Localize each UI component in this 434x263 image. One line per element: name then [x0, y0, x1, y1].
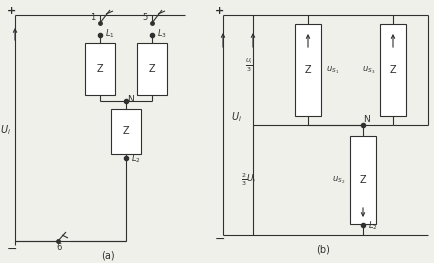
Text: $u_{S_2}$: $u_{S_2}$ [332, 174, 345, 186]
Text: $U_i$: $U_i$ [0, 123, 10, 137]
Bar [137, 43, 167, 95]
Text: Z: Z [305, 65, 311, 75]
Text: Z: Z [360, 175, 366, 185]
Text: Z: Z [123, 127, 129, 136]
Text: 6: 6 [56, 242, 62, 251]
Text: −: − [215, 232, 225, 245]
Text: Z: Z [149, 64, 155, 74]
Text: 5: 5 [142, 13, 148, 23]
Text: $L_3$: $L_3$ [157, 28, 167, 40]
Text: (a): (a) [101, 250, 115, 260]
Text: N: N [364, 114, 370, 124]
Bar [295, 24, 321, 116]
Bar [111, 109, 141, 154]
Text: 1: 1 [90, 13, 95, 23]
Text: $u_{S_1}$: $u_{S_1}$ [326, 64, 339, 76]
Text: $u_{S_3}$: $u_{S_3}$ [362, 64, 375, 76]
Text: $\frac{2}{3}U_i$: $\frac{2}{3}U_i$ [241, 172, 257, 188]
Bar [85, 43, 115, 95]
Bar [350, 136, 376, 224]
Text: $L_1$: $L_1$ [105, 28, 115, 40]
Text: −: − [7, 242, 17, 255]
Text: $U_i$: $U_i$ [230, 110, 241, 124]
Text: N: N [128, 95, 135, 104]
Text: Z: Z [97, 64, 103, 74]
Text: $\frac{U_i}{3}$: $\frac{U_i}{3}$ [245, 56, 253, 74]
Text: Z: Z [390, 65, 396, 75]
Text: +: + [215, 6, 225, 16]
Text: +: + [7, 6, 16, 16]
Text: $L_2$: $L_2$ [368, 220, 378, 232]
Bar [380, 24, 406, 116]
Text: $L_2$: $L_2$ [131, 153, 141, 165]
Text: (b): (b) [316, 244, 330, 254]
